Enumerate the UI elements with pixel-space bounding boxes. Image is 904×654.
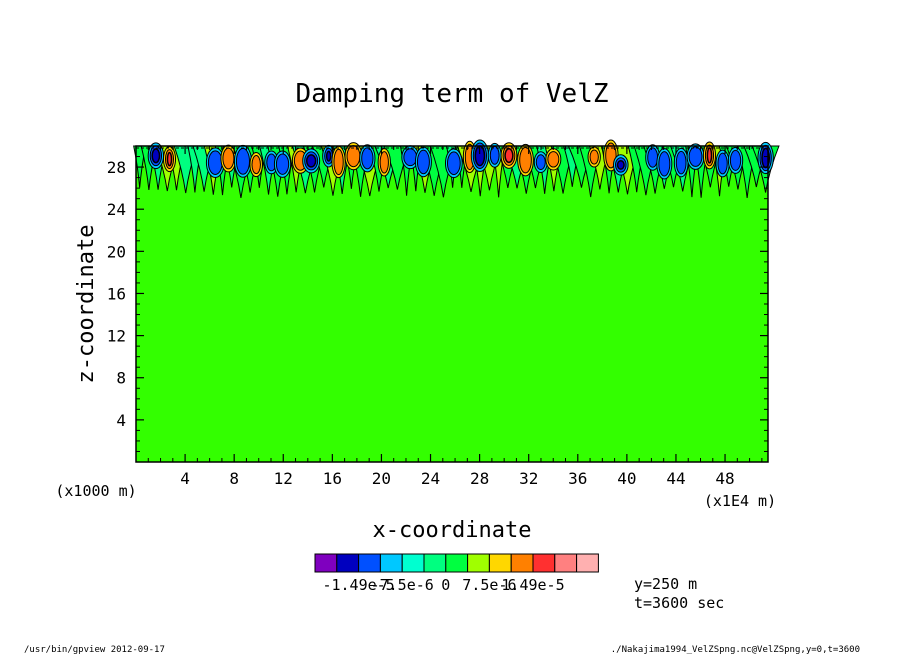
- contour-cell: [333, 148, 344, 176]
- x-tick-label: 44: [666, 469, 685, 488]
- colorbar-labels: -1.49e-5-7.5e-6 0 7.5e-61.49e-5: [322, 576, 564, 594]
- contour-cell: [275, 153, 290, 175]
- contour-cell: [547, 151, 560, 168]
- contour-cell: [235, 147, 250, 175]
- colorbar-swatch: [576, 553, 599, 573]
- contour-cell: [535, 154, 546, 171]
- damping-layer: [133, 139, 780, 199]
- colorbar-swatch: [358, 553, 381, 573]
- y-tick-label: 16: [107, 284, 126, 303]
- annotation-y: y=250 m: [634, 575, 697, 593]
- contour-cell: [379, 151, 389, 174]
- chart-title: Damping term of VelZ: [295, 79, 608, 109]
- colorbar-swatch: [467, 553, 490, 573]
- contour-cell: [416, 149, 430, 175]
- x-tick-label: 4: [180, 469, 190, 488]
- contour-cell-core: [325, 150, 332, 162]
- contour-cell: [207, 150, 223, 175]
- y-tick-label: 20: [107, 242, 126, 261]
- colorbar-label: -7.5e-6: [371, 576, 434, 594]
- contour-cell: [403, 148, 418, 167]
- x-axis: 4 8 12 16 20 24 28 32 36 40 44 48: [147, 146, 763, 488]
- colorbar-swatch: [554, 553, 578, 573]
- colorbar-swatch: [445, 553, 469, 573]
- contour-cell: [446, 151, 461, 176]
- colorbar-label: 1.49e-5: [501, 576, 564, 594]
- contour-cell: [688, 146, 703, 167]
- contour-cell-core: [616, 159, 625, 170]
- contour-cell-core: [151, 148, 161, 164]
- x-tick-label: 16: [323, 469, 342, 488]
- x-tick-label: 28: [470, 469, 489, 488]
- x-tick-label: 32: [519, 469, 538, 488]
- x-tick-label: 24: [421, 469, 440, 488]
- x-tick-label: 48: [715, 469, 734, 488]
- colorbar-swatch: [379, 553, 403, 573]
- x-tick-label: 12: [274, 469, 293, 488]
- colorbar-swatch: [314, 553, 338, 573]
- x-tick-label: 20: [372, 469, 391, 488]
- colorbar-swatch: [510, 553, 534, 573]
- contour-cell: [675, 150, 687, 175]
- colorbar: [314, 553, 599, 573]
- plot-background: [136, 146, 768, 462]
- x-tick-label: 8: [229, 469, 239, 488]
- colorbar-swatch: [423, 553, 447, 573]
- contour-cell-core: [166, 151, 173, 167]
- contour-cell: [346, 145, 361, 168]
- y-tick-label: 24: [107, 200, 126, 219]
- contour-cell: [361, 147, 374, 170]
- contour-cell: [717, 152, 728, 175]
- footer-right: ./Nakajima1994_VelZSpng.nc@VelZSpng,y=0,…: [611, 645, 860, 654]
- contour-cell-core: [706, 147, 713, 164]
- colorbar-swatch: [488, 553, 512, 573]
- contour-cell: [647, 147, 659, 168]
- y-axis-title: z-coordinate: [74, 225, 99, 384]
- contour-cell-core: [504, 147, 514, 164]
- colorbar-swatch: [401, 553, 425, 573]
- y-tick-label: 12: [107, 327, 126, 346]
- y-tick-label: 8: [116, 369, 126, 388]
- colorbar-label: 0: [441, 576, 450, 594]
- footer-left: /usr/bin/gpview 2012-09-17: [24, 645, 165, 654]
- colorbar-swatch: [532, 553, 556, 573]
- contour-cell: [729, 149, 742, 171]
- colorbar-label: 7.5e-6: [462, 576, 516, 594]
- contour-cell: [519, 146, 532, 174]
- x-unit-label: (x1E4 m): [704, 492, 776, 510]
- contour-cell: [589, 149, 599, 165]
- colorbar-label: -1.49e-5: [322, 576, 394, 594]
- colorbar-swatch: [336, 553, 360, 573]
- y-axis: 4 8 12 16 20 24 28: [107, 156, 768, 452]
- x-tick-label: 40: [617, 469, 636, 488]
- y-tick-label: 4: [116, 411, 126, 430]
- annotation-t: t=3600 sec: [634, 594, 724, 612]
- x-axis-title: x-coordinate: [373, 518, 532, 543]
- contour-cell-core: [305, 154, 317, 168]
- x-tick-label: 36: [568, 469, 587, 488]
- y-tick-label: 28: [107, 158, 126, 177]
- contour-cell: [658, 151, 671, 177]
- contour-cell: [251, 155, 261, 175]
- y-unit-label: (x1000 m): [55, 482, 136, 500]
- contour-cell: [222, 147, 235, 170]
